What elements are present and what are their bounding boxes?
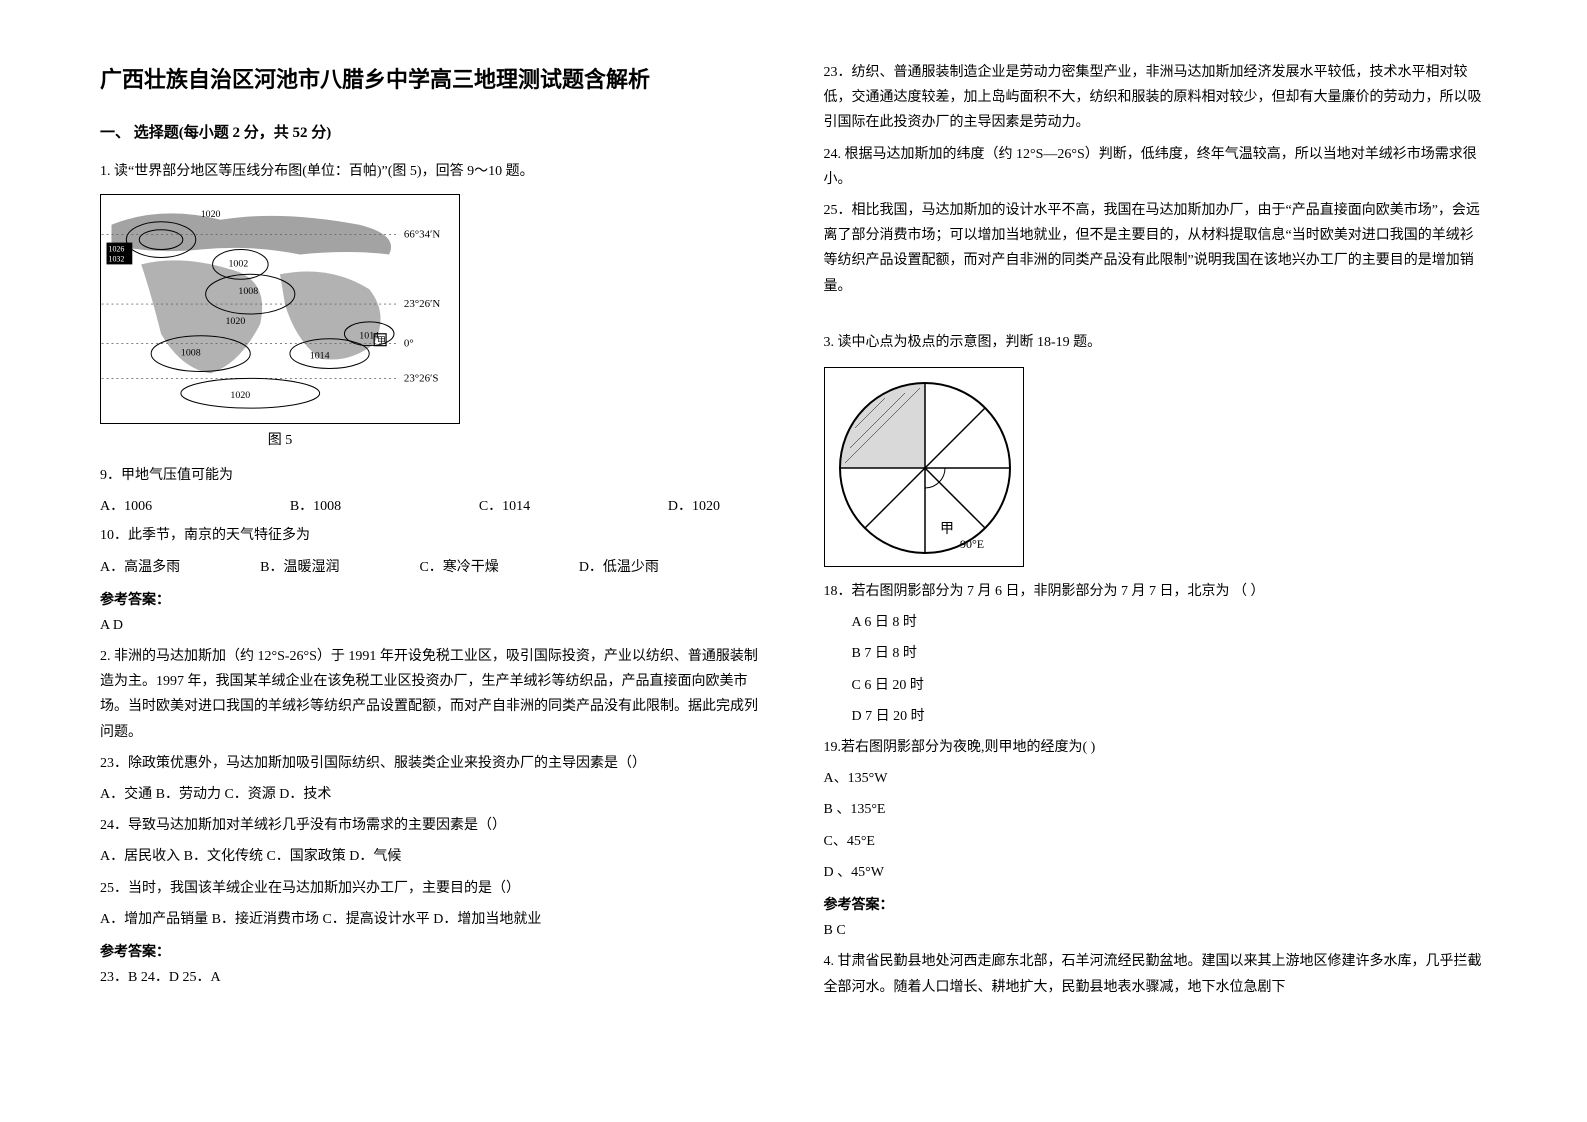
q23-opts: A．交通 B．劳动力 C．资源 D．技术: [100, 782, 764, 807]
q1-answer: A D: [100, 613, 764, 638]
map-label: 1014: [359, 331, 379, 342]
map-label: 1032: [109, 254, 125, 263]
q25: 25．当时，我国该羊绒企业在马达加斯加兴办工厂，主要目的是（）: [100, 876, 764, 901]
q2-answer: 23．B 24．D 25．A: [100, 965, 764, 990]
q10-opt-d: D．低温少雨: [579, 555, 659, 580]
lat-label: 0°: [404, 337, 414, 349]
q24-opts: A．居民收入 B．文化传统 C．国家政策 D．气候: [100, 844, 764, 869]
lat-label: 23°26′N: [404, 298, 441, 310]
q9-opt-b: B．1008: [290, 494, 341, 519]
q9-opt-c: C．1014: [479, 494, 530, 519]
q23: 23．除政策优惠外，马达加斯加吸引国际纺织、服装类企业来投资办厂的主导因素是（）: [100, 751, 764, 776]
map-label: 1008: [181, 347, 201, 358]
map-label: 1002: [228, 258, 248, 269]
q9-opt-d: D．1020: [668, 494, 720, 519]
q2-stem: 2. 非洲的马达加斯加（约 12°S-26°S）于 1991 年开设免税工业区，…: [100, 644, 764, 745]
q9: 9．甲地气压值可能为: [100, 463, 764, 488]
q10-opt-a: A．高温多雨: [100, 555, 180, 580]
q19-opt-d: D 、45°W: [824, 860, 1488, 885]
q3-stem: 3. 读中心点为极点的示意图，判断 18-19 题。: [824, 330, 1488, 355]
map-svg: 甲 1026 1032 1020 1002 1008 1008 1020 101…: [101, 195, 459, 423]
q25-opts: A．增加产品销量 B．接近消费市场 C．提高设计水平 D．增加当地就业: [100, 907, 764, 932]
lat-label: 66°34′N: [404, 228, 441, 240]
figure-caption: 图 5: [100, 428, 460, 453]
map-label: 1020: [230, 390, 250, 401]
q18-opt-c: C 6 日 20 时: [852, 673, 1488, 698]
exp-25: 25．相比我国，马达加斯加的设计水平不高，我国在马达加斯加办厂，由于“产品直接面…: [824, 198, 1488, 299]
q19-opt-c: C、45°E: [824, 829, 1488, 854]
q10-opt-b: B．温暖湿润: [260, 555, 339, 580]
q9-opt-a: A．1006: [100, 494, 152, 519]
q18-opt-a: A 6 日 8 时: [852, 610, 1488, 635]
q19: 19.若右图阴影部分为夜晚,则甲地的经度为( ): [824, 735, 1488, 760]
map-label: 1020: [201, 209, 221, 220]
section-heading: 一、 选择题(每小题 2 分，共 52 分): [100, 120, 764, 147]
page-title: 广西壮族自治区河池市八腊乡中学高三地理测试题含解析: [100, 60, 764, 100]
q4-stem: 4. 甘肃省民勤县地处河西走廊东北部，石羊河流经民勤盆地。建国以来其上游地区修建…: [824, 949, 1488, 999]
map-label: 1020: [225, 316, 245, 327]
q3-answer: B C: [824, 918, 1488, 943]
q24: 24．导致马达加斯加对羊绒衫几乎没有市场需求的主要因素是（）: [100, 813, 764, 838]
answer-label: 参考答案：: [824, 893, 1488, 918]
polar-center-label: 甲: [940, 522, 954, 537]
map-label: 1014: [310, 350, 330, 361]
q1-stem: 1. 读“世界部分地区等压线分布图(单位：百帕)”(图 5)，回答 9～10 题…: [100, 159, 764, 184]
answer-label: 参考答案：: [100, 588, 764, 613]
q10-opt-c: C．寒冷干燥: [419, 555, 498, 580]
q18: 18．若右图阴影部分为 7 月 6 日，非阴影部分为 7 月 7 日，北京为 （…: [824, 579, 1488, 604]
polar-svg: 甲 90°E: [825, 368, 1025, 568]
q10: 10．此季节，南京的天气特征多为: [100, 523, 764, 548]
map-label: 1026: [109, 244, 125, 253]
q19-opt-b: B 、135°E: [824, 797, 1488, 822]
exp-24: 24. 根据马达加斯加的纬度（约 12°S—26°S）判断，低纬度，终年气温较高…: [824, 142, 1488, 192]
polar-figure: 甲 90°E: [824, 367, 1024, 567]
lat-label: 23°26′S: [404, 372, 439, 384]
answer-label: 参考答案：: [100, 940, 764, 965]
map-label: 1008: [238, 286, 258, 297]
q18-opt-d: D 7 日 20 时: [852, 704, 1488, 729]
q19-opt-a: A、135°W: [824, 766, 1488, 791]
exp-23: 23．纺织、普通服装制造企业是劳动力密集型产业，非洲马达加斯加经济发展水平较低，…: [824, 60, 1488, 136]
polar-angle-label: 90°E: [960, 537, 984, 551]
isobaric-map-figure: 甲 1026 1032 1020 1002 1008 1008 1020 101…: [100, 194, 460, 424]
q18-opt-b: B 7 日 8 时: [852, 641, 1488, 666]
